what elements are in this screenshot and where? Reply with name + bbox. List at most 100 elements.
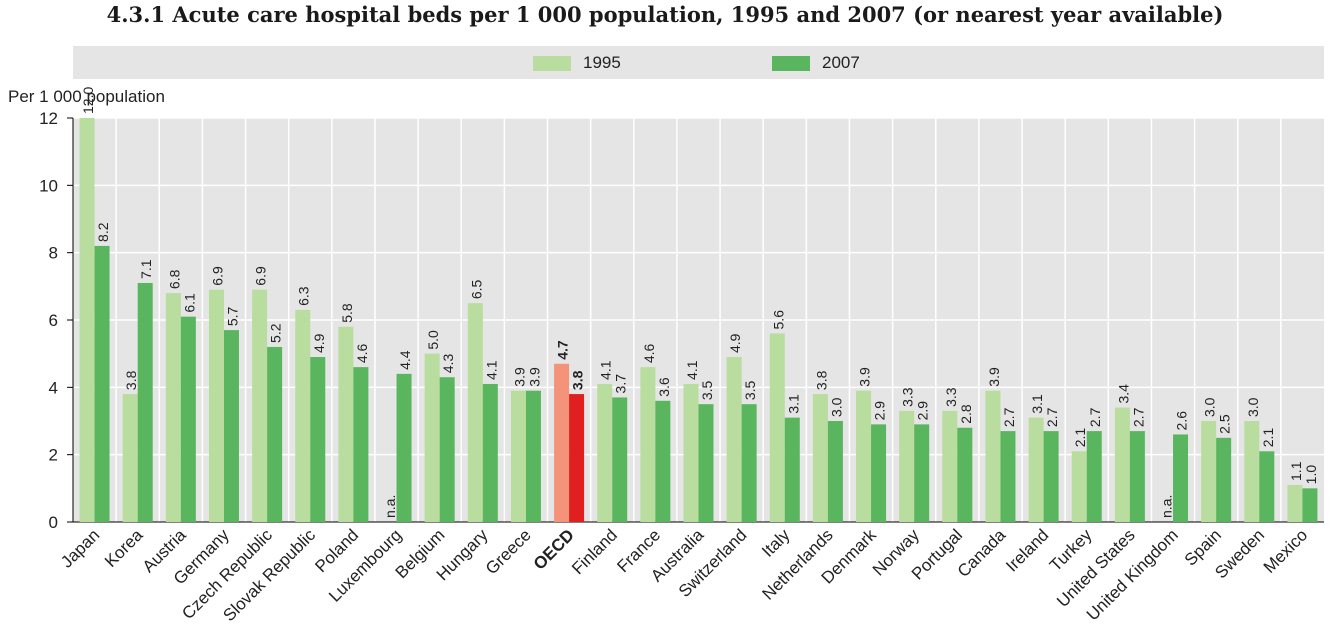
bar-2007 [310,357,326,522]
data-label-2007: 6.1 [181,293,197,313]
data-label-1995: 3.4 [1115,384,1131,404]
data-label-2007: 4.9 [311,333,327,353]
bar-2007 [612,397,628,522]
legend-swatch-1995 [533,56,571,71]
data-label-2007: 7.1 [138,259,154,279]
data-label-1995: 1.1 [1288,461,1304,481]
bar-2007 [1259,451,1275,522]
data-label-1995: 3.8 [123,370,139,390]
data-label-1995: 3.8 [813,370,829,390]
data-label-1995: 4.1 [598,360,614,380]
data-label-1995: 12.0 [80,87,96,114]
bar-2007 [698,404,714,522]
data-label-1995: n.a. [382,495,398,518]
bar-2007 [957,427,973,522]
data-label-2007: 4.3 [440,354,456,374]
bar-1995 [1244,421,1260,522]
data-label-2007: 2.7 [1044,407,1060,427]
data-label-2007: 3.7 [613,374,629,394]
data-label-2007: 4.1 [483,360,499,380]
bar-1995 [338,326,354,522]
data-label-2007: 3.1 [785,394,801,414]
data-label-1995: 6.8 [166,269,182,289]
chart-title: 4.3.1 Acute care hospital beds per 1 000… [106,2,1224,27]
data-label-2007: 3.0 [828,397,844,417]
data-label-2007: 2.7 [1001,407,1017,427]
bar-2007 [871,424,887,522]
data-label-1995: 4.7 [555,340,571,360]
data-label-1995: 4.6 [641,343,657,363]
y-tick-label: 10 [39,176,58,195]
bar-1995 [812,394,828,522]
bar-1995 [252,289,268,522]
bar-2007 [1043,431,1059,522]
bar-2007 [267,346,283,522]
bar-1995 [165,293,181,522]
bar-2007 [784,417,800,522]
data-label-2007: 3.9 [526,367,542,387]
y-tick-label: 4 [49,378,58,397]
legend-label-2007: 2007 [822,53,860,72]
data-label-1995: 4.9 [727,333,743,353]
bar-2007 [1000,431,1016,522]
bar-2007 [137,282,153,522]
bar-1995 [1071,451,1087,522]
bar-1995 [1028,417,1044,522]
bar-1995 [1287,484,1303,522]
data-label-2007: 3.5 [699,380,715,400]
data-label-1995: 3.3 [943,387,959,407]
data-label-2007: 2.7 [1130,407,1146,427]
bar-1995 [1114,407,1130,522]
bar-2007 [1086,431,1102,522]
data-label-2007: 4.4 [397,350,413,370]
data-label-2007: 5.2 [268,323,284,343]
data-label-2007: 2.8 [958,404,974,424]
bar-2007 [1129,431,1145,522]
bar-2007 [180,316,196,522]
data-label-1995: 5.6 [770,310,786,330]
bar-2007 [353,367,369,522]
data-label-1995: 3.9 [986,367,1002,387]
x-tick-label: Ireland [1002,525,1052,575]
data-label-1995: 5.0 [425,330,441,350]
y-tick-label: 0 [49,513,58,532]
data-label-2007: 2.7 [1087,407,1103,427]
bar-2007 [827,421,843,522]
data-label-2007: 3.8 [570,370,586,390]
data-label-1995: 3.3 [900,387,916,407]
bar-2007 [482,383,498,522]
bar-2007 [223,330,239,522]
legend-swatch-2007 [772,56,810,71]
bar-2007 [1216,437,1232,522]
bar-1995 [1201,421,1217,522]
x-tick-label: Finland [568,525,621,578]
x-tick-label: Mexico [1260,525,1312,577]
bar-2007 [439,377,455,522]
data-label-2007: 2.5 [1217,414,1233,434]
y-tick-label: 8 [49,244,58,263]
bar-2007 [741,404,757,522]
bar-1995 [683,383,699,522]
data-label-1995: 6.9 [209,266,225,286]
bar-1995 [424,353,440,522]
bar-2007 [914,424,930,522]
bar-1995 [942,410,958,522]
bar-1995 [554,363,570,522]
data-label-2007: 3.6 [656,377,672,397]
bar-1995 [467,303,483,522]
bar-1995 [79,118,95,522]
data-label-1995: n.a. [1159,495,1175,518]
x-tick-label: Japan [57,525,103,571]
bar-1995 [208,289,224,522]
bar-2007 [525,390,541,522]
data-label-2007: 2.6 [1174,411,1190,431]
bar-1995 [769,333,785,522]
legend-label-1995: 1995 [583,53,621,72]
y-tick-label: 6 [49,311,58,330]
bar-2007 [655,400,671,522]
bar-1995 [597,383,613,522]
data-label-1995: 4.1 [684,360,700,380]
data-label-2007: 8.2 [95,222,111,242]
data-label-2007: 4.6 [354,343,370,363]
